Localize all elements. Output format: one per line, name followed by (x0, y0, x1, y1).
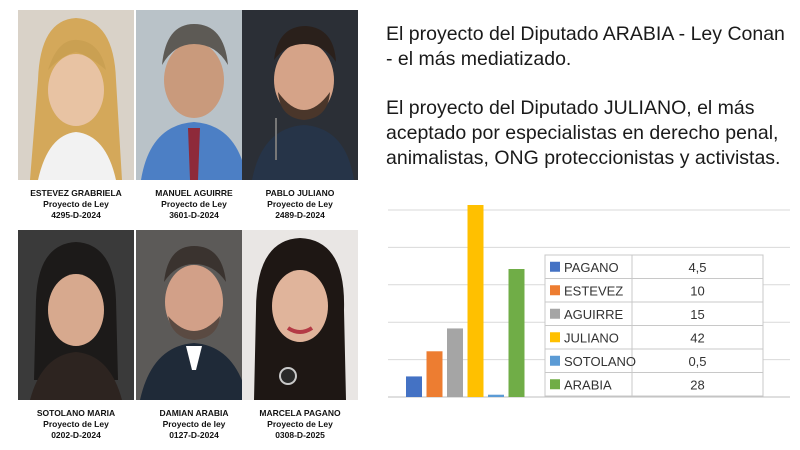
caption-name: SOTOLANO MARIA (36, 408, 116, 418)
caption-project: Proyecto de Ley (267, 419, 333, 429)
legend-swatch (550, 285, 560, 296)
photo-sotolano (18, 230, 134, 400)
photo-estevez (18, 10, 134, 180)
legend-label: AGUIRRE (564, 307, 624, 322)
photo-aguirre (136, 10, 252, 180)
legend-label: ARABIA (564, 377, 612, 392)
portrait-aguirre (136, 10, 252, 180)
legend-label: SOTOLANO (564, 354, 636, 369)
caption-number: 0308-D-2025 (275, 430, 325, 440)
caption-number: 0127-D-2024 (169, 430, 219, 440)
portrait-pagano (242, 230, 358, 400)
legend-label: PAGANO (564, 260, 619, 275)
caption-name: ESTEVEZ GRABRIELA (30, 188, 122, 198)
caption-project: Proyecto de Ley (161, 199, 227, 209)
bar-pagano (406, 376, 422, 397)
photo-juliano (242, 10, 358, 180)
caption-arabia: DAMIAN ARABIA Proyecto de ley 0127-D-202… (129, 408, 259, 441)
caption-name: MANUEL AGUIRRE (155, 188, 233, 198)
legend-value: 0,5 (688, 354, 706, 369)
bar-sotolano (488, 394, 504, 397)
caption-juliano: PABLO JULIANO Proyecto de Ley 2489-D-202… (235, 188, 365, 221)
legend-swatch (550, 355, 560, 366)
photo-arabia (136, 230, 252, 400)
legend-value: 42 (690, 330, 704, 345)
portrait-estevez (18, 10, 134, 180)
legend-value: 15 (690, 307, 704, 322)
caption-number: 0202-D-2024 (51, 430, 101, 440)
caption-number: 3601-D-2024 (169, 210, 219, 220)
bar-arabia (508, 269, 525, 397)
caption-aguirre: MANUEL AGUIRRE Proyecto de Ley 3601-D-20… (129, 188, 259, 221)
paragraph-juliano: El proyecto del Diputado JULIANO, el más… (386, 97, 781, 169)
legend-value: 10 (690, 283, 704, 298)
caption-number: 4295-D-2024 (51, 210, 101, 220)
legend-label: JULIANO (564, 330, 619, 345)
portrait-arabia (136, 230, 252, 400)
caption-name: PABLO JULIANO (265, 188, 335, 198)
caption-pagano: MARCELA PAGANO Proyecto de Ley 0308-D-20… (235, 408, 365, 441)
paragraph-arabia: El proyecto del Diputado ARABIA - Ley Co… (386, 23, 785, 70)
caption-name: DAMIAN ARABIA (159, 408, 229, 418)
caption-number: 2489-D-2024 (275, 210, 325, 220)
legend-swatch (550, 308, 560, 319)
legend-value: 4,5 (688, 260, 706, 275)
caption-project: Proyecto de Ley (267, 199, 333, 209)
legend-swatch (550, 379, 560, 390)
portrait-sotolano (18, 230, 134, 400)
bar-estevez (426, 351, 443, 397)
legend-label: ESTEVEZ (564, 283, 623, 298)
caption-project: Proyecto de Ley (43, 199, 109, 209)
portrait-juliano (242, 10, 358, 180)
caption-name: MARCELA PAGANO (259, 408, 341, 418)
legend-swatch (550, 261, 560, 272)
bar-aguirre (447, 328, 463, 397)
legend-value: 28 (690, 377, 704, 392)
legend-swatch (550, 332, 560, 343)
caption-project: Proyecto de Ley (43, 419, 109, 429)
caption-project: Proyecto de ley (162, 419, 226, 429)
caption-sotolano: SOTOLANO MARIA Proyecto de Ley 0202-D-20… (11, 408, 141, 441)
photo-pagano (242, 230, 358, 400)
caption-estevez: ESTEVEZ GRABRIELA Proyecto de Ley 4295-D… (11, 188, 141, 221)
bar-juliano (467, 205, 484, 397)
